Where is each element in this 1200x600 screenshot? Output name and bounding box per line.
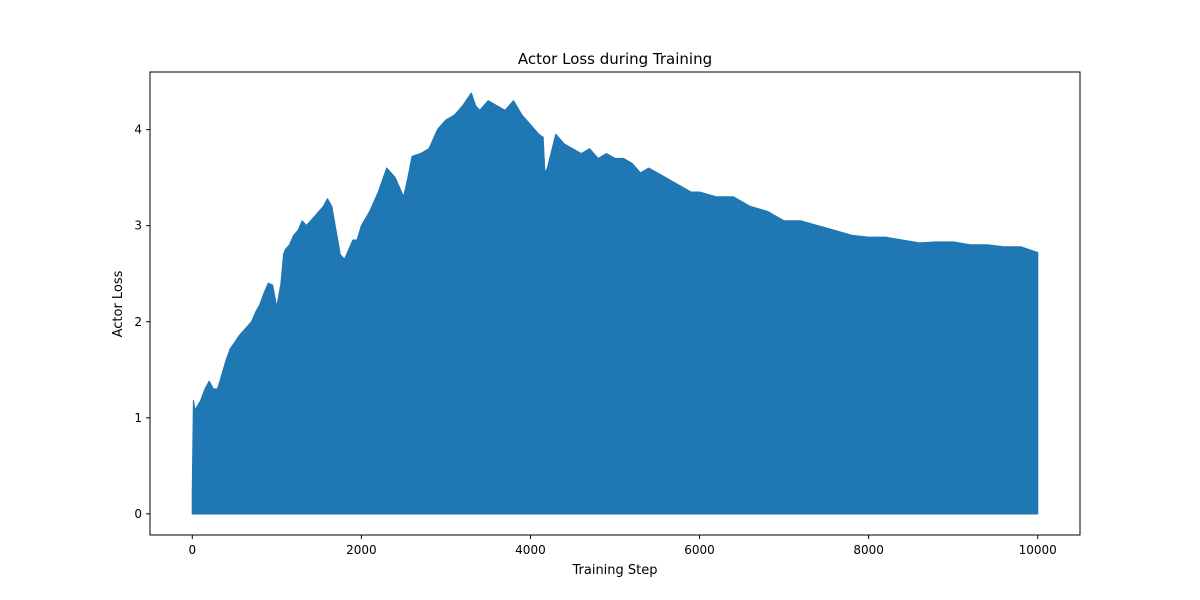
y-tick-label: 4 <box>134 123 142 137</box>
x-tick-label: 4000 <box>515 543 546 557</box>
x-tick-label: 2000 <box>346 543 377 557</box>
y-axis-ticks: 0 1 2 3 4 <box>134 123 150 521</box>
x-tick-label: 10000 <box>1019 543 1057 557</box>
y-tick-label: 2 <box>134 315 142 329</box>
axes-frame <box>149 71 1081 536</box>
x-axis-label: Training Step <box>571 563 657 578</box>
x-tick-label: 6000 <box>684 543 715 557</box>
y-tick-label: 3 <box>134 219 142 233</box>
x-tick-label: 8000 <box>853 543 884 557</box>
y-axis-label: Actor Loss <box>111 270 126 337</box>
x-tick-label: 0 <box>188 543 196 557</box>
x-axis-ticks: 0 2000 4000 6000 8000 10000 <box>188 535 1057 557</box>
y-tick-label: 0 <box>134 507 142 521</box>
actor-loss-series-area <box>191 92 1039 515</box>
plot-area <box>191 92 1039 515</box>
chart-title: Actor Loss during Training <box>518 50 712 68</box>
y-tick-label: 1 <box>134 411 142 425</box>
